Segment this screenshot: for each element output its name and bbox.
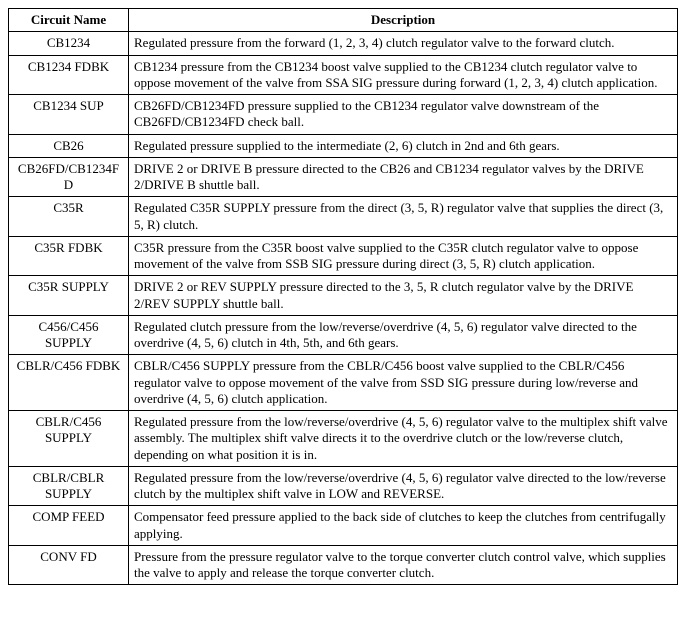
description-cell: Regulated pressure from the low/reverse/… (129, 466, 678, 506)
table-row: C456/C456 SUPPLYRegulated clutch pressur… (9, 315, 678, 355)
circuit-name-cell: CB26FD/CB1234FD (9, 157, 129, 197)
circuit-name-cell: C456/C456 SUPPLY (9, 315, 129, 355)
header-description: Description (129, 9, 678, 32)
table-row: CB1234 SUPCB26FD/CB1234FD pressure suppl… (9, 95, 678, 135)
description-cell: Regulated pressure supplied to the inter… (129, 134, 678, 157)
table-row: C35R SUPPLYDRIVE 2 or REV SUPPLY pressur… (9, 276, 678, 316)
description-cell: Regulated pressure from the forward (1, … (129, 32, 678, 55)
circuit-name-cell: C35R FDBK (9, 236, 129, 276)
table-row: CB26Regulated pressure supplied to the i… (9, 134, 678, 157)
circuit-name-cell: CB1234 SUP (9, 95, 129, 135)
table-row: CB1234Regulated pressure from the forwar… (9, 32, 678, 55)
circuit-name-cell: COMP FEED (9, 506, 129, 546)
circuit-name-cell: CB1234 (9, 32, 129, 55)
table-row: C35RRegulated C35R SUPPLY pressure from … (9, 197, 678, 237)
table-row: CBLR/C456 FDBKCBLR/C456 SUPPLY pressure … (9, 355, 678, 411)
description-cell: Regulated C35R SUPPLY pressure from the … (129, 197, 678, 237)
circuit-table: Circuit Name Description CB1234Regulated… (8, 8, 678, 585)
circuit-name-cell: CB1234 FDBK (9, 55, 129, 95)
description-cell: DRIVE 2 or DRIVE B pressure directed to … (129, 157, 678, 197)
table-row: CB1234 FDBKCB1234 pressure from the CB12… (9, 55, 678, 95)
circuit-name-cell: CBLR/C456 FDBK (9, 355, 129, 411)
description-cell: Compensator feed pressure applied to the… (129, 506, 678, 546)
circuit-name-cell: C35R (9, 197, 129, 237)
description-cell: Regulated clutch pressure from the low/r… (129, 315, 678, 355)
circuit-name-cell: C35R SUPPLY (9, 276, 129, 316)
table-row: CBLR/CBLR SUPPLYRegulated pressure from … (9, 466, 678, 506)
header-circuit-name: Circuit Name (9, 9, 129, 32)
circuit-name-cell: CBLR/C456 SUPPLY (9, 411, 129, 467)
table-row: COMP FEEDCompensator feed pressure appli… (9, 506, 678, 546)
table-row: CONV FDPressure from the pressure regula… (9, 545, 678, 585)
circuit-name-cell: CONV FD (9, 545, 129, 585)
circuit-name-cell: CB26 (9, 134, 129, 157)
table-row: CBLR/C456 SUPPLYRegulated pressure from … (9, 411, 678, 467)
description-cell: CB1234 pressure from the CB1234 boost va… (129, 55, 678, 95)
description-cell: CB26FD/CB1234FD pressure supplied to the… (129, 95, 678, 135)
description-cell: C35R pressure from the C35R boost valve … (129, 236, 678, 276)
circuit-name-cell: CBLR/CBLR SUPPLY (9, 466, 129, 506)
description-cell: Regulated pressure from the low/reverse/… (129, 411, 678, 467)
description-cell: CBLR/C456 SUPPLY pressure from the CBLR/… (129, 355, 678, 411)
table-row: C35R FDBKC35R pressure from the C35R boo… (9, 236, 678, 276)
description-cell: DRIVE 2 or REV SUPPLY pressure directed … (129, 276, 678, 316)
description-cell: Pressure from the pressure regulator val… (129, 545, 678, 585)
table-header-row: Circuit Name Description (9, 9, 678, 32)
table-row: CB26FD/CB1234FDDRIVE 2 or DRIVE B pressu… (9, 157, 678, 197)
